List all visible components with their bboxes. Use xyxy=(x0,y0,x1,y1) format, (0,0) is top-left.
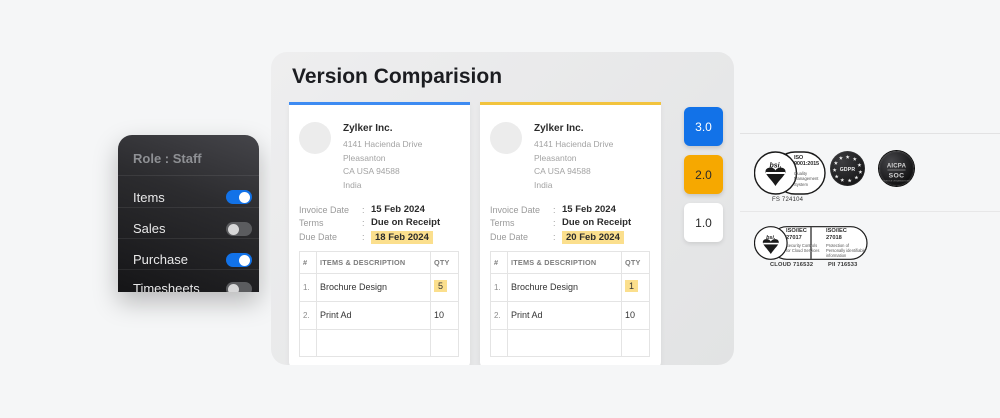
svg-text:★: ★ xyxy=(856,162,861,167)
svg-text:★: ★ xyxy=(847,178,852,183)
svg-text:★: ★ xyxy=(838,155,843,160)
svg-text:★: ★ xyxy=(834,174,839,179)
svg-text:★: ★ xyxy=(852,156,857,161)
svg-text:★: ★ xyxy=(839,178,844,183)
svg-text:★: ★ xyxy=(853,175,858,180)
svg-text:★: ★ xyxy=(845,154,850,159)
svg-text:★: ★ xyxy=(833,160,838,165)
svg-text:GDPR: GDPR xyxy=(840,167,856,173)
svg-text:★: ★ xyxy=(832,167,837,172)
svg-text:★: ★ xyxy=(857,169,862,174)
svg-text:AICPA: AICPA xyxy=(887,163,907,169)
svg-text:SOC: SOC xyxy=(889,173,905,180)
svg-text:SERVICE ORGANIZATIONS: SERVICE ORGANIZATIONS xyxy=(883,179,910,182)
